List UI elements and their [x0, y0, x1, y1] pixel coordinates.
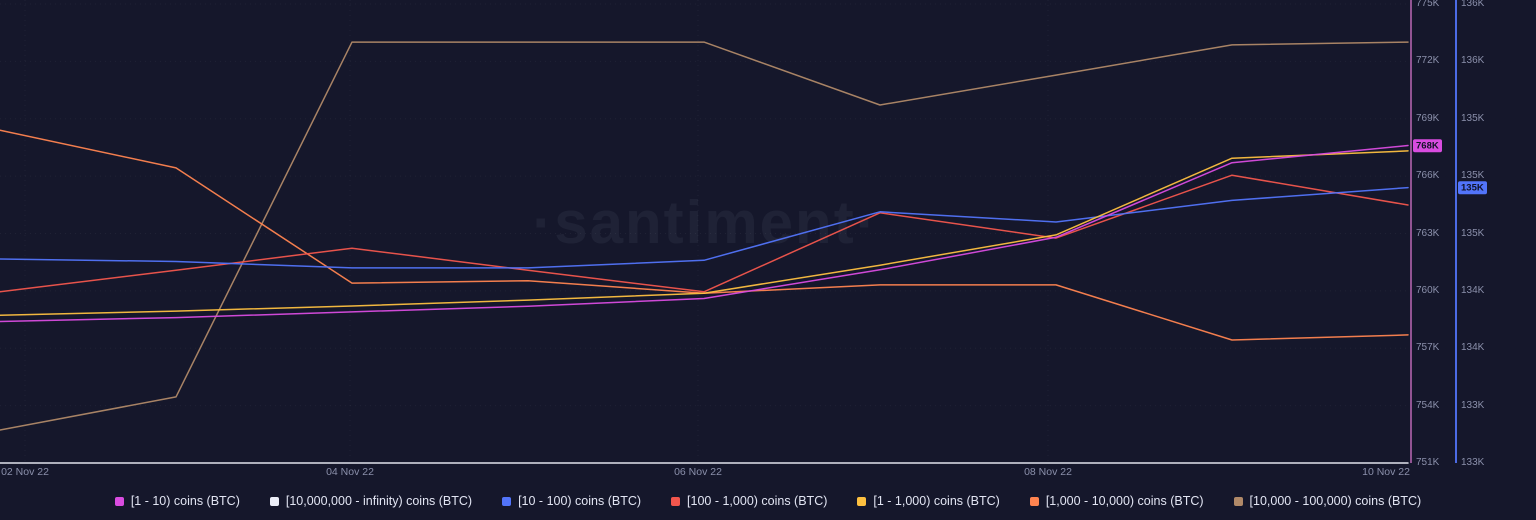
legend-label: [1,000 - 10,000) coins (BTC)	[1045, 494, 1204, 508]
legend-swatch-icon	[1233, 496, 1243, 506]
legend-swatch-icon	[671, 496, 681, 506]
primary-axis-tick-label: 757K	[1416, 342, 1440, 354]
secondary-axis-tick-label: 135K	[1461, 170, 1485, 182]
primary-axis-tick-label: 775K	[1416, 0, 1440, 9]
legend-item-2[interactable]: [10 - 100) coins (BTC)	[502, 494, 641, 508]
secondary-axis-current-value-badge: 135K	[1458, 180, 1487, 195]
legend-item-0[interactable]: [1 - 10) coins (BTC)	[114, 494, 240, 508]
legend-swatch-icon	[1029, 496, 1039, 506]
legend-label: [10 - 100) coins (BTC)	[518, 494, 642, 508]
legend-swatch-icon	[269, 496, 279, 506]
series-line-5	[0, 129, 1409, 341]
series-line-0	[0, 144, 1409, 323]
legend-item-3[interactable]: [100 - 1,000) coins (BTC)	[671, 494, 827, 508]
secondary-axis-tick-label: 136K	[1461, 55, 1485, 67]
primary-axis-tick-label: 763K	[1416, 227, 1440, 239]
legend-label: [10,000,000 - infinity) coins (BTC)	[285, 494, 473, 508]
chart-plot-area[interactable]	[0, 0, 1410, 466]
legend-label: [100 - 1,000) coins (BTC)	[687, 494, 828, 508]
secondary-axis-tick-label: 136K	[1461, 0, 1485, 9]
legend-item-4[interactable]: [1 - 1,000) coins (BTC)	[857, 494, 1000, 508]
legend-label: [10,000 - 100,000) coins (BTC)	[1249, 494, 1422, 508]
x-axis-label: 06 Nov 22	[674, 466, 722, 478]
legend-item-5[interactable]: [1,000 - 10,000) coins (BTC)	[1029, 494, 1204, 508]
legend-swatch-icon	[114, 496, 124, 506]
legend-item-6[interactable]: [10,000 - 100,000) coins (BTC)	[1233, 494, 1422, 508]
legend-swatch-icon	[502, 496, 512, 506]
legend-swatch-icon	[857, 496, 867, 506]
legend: [1 - 10) coins (BTC) [10,000,000 - infini…	[0, 491, 1536, 511]
secondary-axis-tick-label: 135K	[1461, 112, 1485, 124]
legend-label: [1 - 10) coins (BTC)	[130, 494, 240, 508]
series-line-6	[0, 41, 1409, 431]
primary-axis-tick-label: 769K	[1416, 112, 1440, 124]
right-axis-primary-line	[1410, 0, 1412, 463]
primary-axis-tick-label: 772K	[1416, 55, 1440, 67]
series-line-2	[0, 186, 1409, 269]
secondary-axis-tick-label: 134K	[1461, 342, 1485, 354]
x-axis-label: 04 Nov 22	[326, 466, 374, 478]
series-line-4	[0, 150, 1409, 316]
primary-axis-tick-label: 751K	[1416, 457, 1440, 468]
x-axis: 02 Nov 22 04 Nov 22 06 Nov 22 08 Nov 22 10 N…	[0, 463, 1410, 479]
primary-axis-current-value-badge: 768K	[1413, 138, 1442, 153]
legend-item-1[interactable]: [10,000,000 - infinity) coins (BTC)	[269, 494, 473, 508]
x-axis-label: 02 Nov 22	[1, 466, 49, 478]
x-axis-label: 08 Nov 22	[1024, 466, 1072, 478]
series-line-3	[0, 174, 1409, 293]
primary-axis-tick-label: 760K	[1416, 284, 1440, 296]
primary-axis-tick-label: 754K	[1416, 399, 1440, 411]
secondary-axis-tick-label: 133K	[1461, 457, 1485, 468]
legend-label: [1 - 1,000) coins (BTC)	[873, 494, 1000, 508]
primary-axis-tick-label: 766K	[1416, 170, 1440, 182]
right-axis-secondary-line	[1455, 0, 1457, 463]
secondary-axis-tick-label: 135K	[1461, 227, 1485, 239]
x-axis-label: 10 Nov 22	[1362, 466, 1410, 478]
secondary-axis-tick-label: 133K	[1461, 399, 1485, 411]
secondary-axis-tick-label: 134K	[1461, 284, 1485, 296]
